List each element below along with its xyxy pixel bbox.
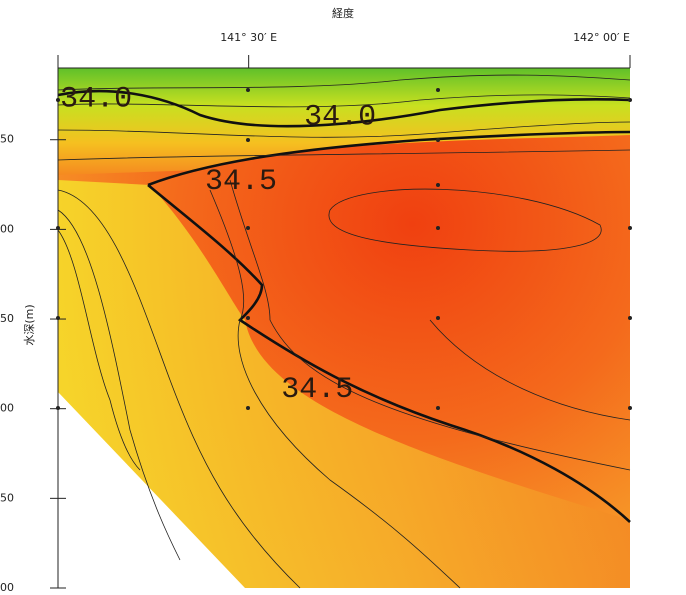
contour-label: 34.0: [60, 82, 132, 116]
stations: [56, 88, 632, 410]
y-tick-label: 50: [0, 133, 14, 146]
y-axis-title: 水深(m): [23, 304, 36, 345]
contour-label: 34.5: [205, 165, 277, 199]
y-tick-label: 00: [0, 581, 14, 591]
x-axis-title: 経度: [332, 6, 354, 20]
y-tick-label: 50: [0, 312, 14, 325]
x-tick-label: 142° 00′ E: [573, 31, 630, 44]
y-tick-label: 50: [0, 491, 14, 504]
contour-lines: [57, 74, 631, 589]
y-tick-label: 00: [0, 222, 14, 235]
x-tick-label: 141° 30′ E: [220, 31, 277, 44]
contour-label: 34.0: [304, 100, 376, 134]
y-tick-label: 00: [0, 402, 14, 415]
contour-label: 34.5: [281, 373, 353, 407]
